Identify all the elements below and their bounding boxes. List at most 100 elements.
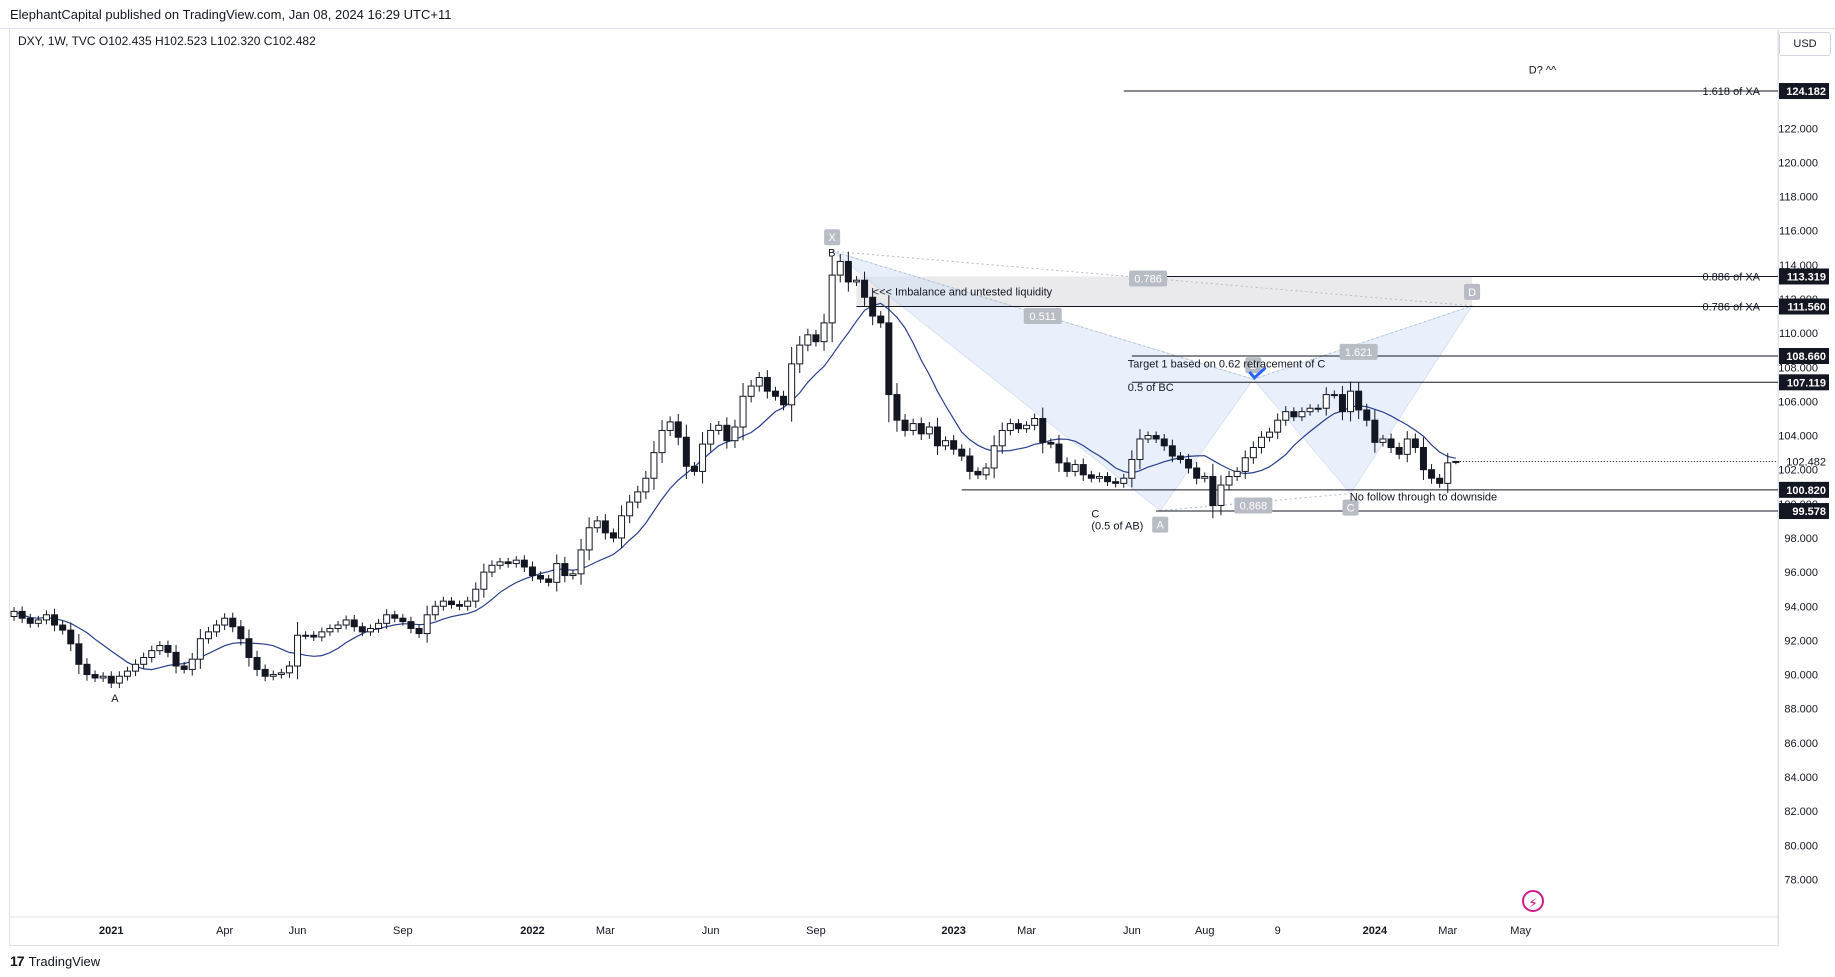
candle-body [391, 614, 399, 619]
candle-body [893, 394, 901, 421]
candle-body [836, 260, 844, 276]
chart-annotation: 0.5 of BC [1128, 382, 1174, 394]
candle-body [731, 426, 739, 442]
candle-body [1095, 476, 1103, 479]
candle-body [375, 622, 383, 629]
level-annotation: 0.786 of XA [1703, 302, 1761, 314]
candle-body [1047, 441, 1055, 445]
harmonic-ratio-label: 1.621 [1345, 347, 1373, 359]
candle-body [1201, 476, 1209, 479]
candle-body [1395, 447, 1403, 455]
candle-body [998, 429, 1006, 447]
candle-body [1063, 462, 1071, 472]
harmonic-point-box [1152, 516, 1169, 533]
harmonic-ratio-box [1129, 270, 1168, 287]
candle-body [245, 638, 253, 658]
level-annotation: 1.618 of XA [1703, 86, 1761, 98]
candle-body [1055, 443, 1063, 464]
candle-body [213, 624, 221, 633]
y-tick-label: 104.000 [1778, 431, 1818, 443]
candle-body [1160, 438, 1168, 447]
harmonic-ratio-label: 0.868 [1240, 501, 1268, 513]
candle-body [504, 561, 512, 565]
candle-body [820, 322, 828, 343]
harmonic-point-label: A [1157, 520, 1165, 532]
harmonic-ratio-label: 0.511 [1029, 311, 1056, 323]
candle-body [261, 668, 269, 677]
x-tick-label: Mar [1438, 925, 1457, 937]
candle-body [1298, 411, 1306, 418]
candle-body [1274, 419, 1282, 433]
harmonic-ratio-box [1234, 497, 1273, 514]
tradingview-brand: TradingView [28, 953, 101, 969]
candle-body [1168, 445, 1176, 457]
candle-body [958, 448, 966, 457]
y-tick-label: 106.000 [1778, 396, 1818, 408]
candle-body [788, 363, 796, 406]
candle-body [512, 559, 520, 565]
candle-body [10, 610, 18, 618]
symbol-ohlc-legend[interactable]: DXY, 1W, TVC O102.435 H102.523 L102.320 … [18, 34, 316, 48]
candle-body [180, 665, 188, 670]
candle-body [42, 614, 50, 621]
candle-body [828, 274, 836, 324]
candle-body [1403, 438, 1411, 455]
y-tick-label: 108.000 [1778, 362, 1818, 374]
lightning-bolt-icon[interactable]: ⚡ [1522, 890, 1544, 912]
candle-body [91, 674, 99, 679]
candle-body [528, 566, 536, 577]
candle-body [1176, 455, 1184, 460]
price-label: 111.560 [1787, 302, 1826, 314]
candle-body [464, 600, 472, 607]
candle-body [99, 675, 107, 679]
candle-body [164, 645, 172, 653]
candle-body [318, 631, 326, 638]
price-label-box [1779, 348, 1829, 365]
candle-body [326, 627, 334, 633]
candle-body [925, 426, 933, 435]
candle-body [83, 663, 91, 676]
candle-body [715, 424, 723, 431]
x-tick-label: Sep [393, 925, 413, 937]
candle-body [132, 663, 140, 672]
y-tick-label: 116.000 [1779, 226, 1818, 238]
candle-body [1249, 447, 1257, 459]
candle-body [933, 426, 941, 447]
candle-body [1347, 390, 1355, 413]
candle-body [488, 564, 496, 573]
candle-body [1144, 435, 1152, 440]
candle-body [1104, 476, 1112, 483]
candle-body [520, 559, 528, 568]
price-label-box [1779, 298, 1829, 315]
candle-body [59, 624, 67, 631]
candle-body [253, 656, 261, 670]
candle-body [1419, 447, 1427, 471]
candle-body [601, 520, 609, 534]
price-label-box [1779, 83, 1829, 100]
y-tick-label: 122.000 [1778, 123, 1818, 135]
candle-body [674, 421, 682, 438]
candle-body [1322, 394, 1330, 409]
candle-body [1290, 411, 1298, 418]
candle-body [537, 575, 545, 580]
chart-annotation: B [828, 247, 835, 259]
candle-body [431, 605, 439, 616]
candle-body [480, 571, 488, 590]
currency-selector[interactable]: USD [1779, 32, 1831, 56]
price-label-box [1779, 481, 1829, 498]
x-tick-label: 2023 [941, 925, 965, 937]
current-price-label: 102.482 [1786, 456, 1826, 468]
price-label: 124.182 [1786, 86, 1826, 98]
checkmark-icon [1248, 366, 1267, 380]
x-tick-label: 2021 [99, 925, 123, 937]
candle-body [901, 419, 909, 431]
candle-body [140, 656, 148, 665]
candle-body [690, 465, 698, 472]
candle-body [1428, 469, 1436, 479]
chart-annotation: <<< Imbalance and untested liquidity [873, 287, 1053, 299]
candle-body [1031, 417, 1039, 426]
candle-body [1387, 438, 1395, 449]
chart-annotation: Target 1 based on 0.62 retracement of C [1128, 358, 1326, 370]
candle-body [1136, 438, 1144, 460]
